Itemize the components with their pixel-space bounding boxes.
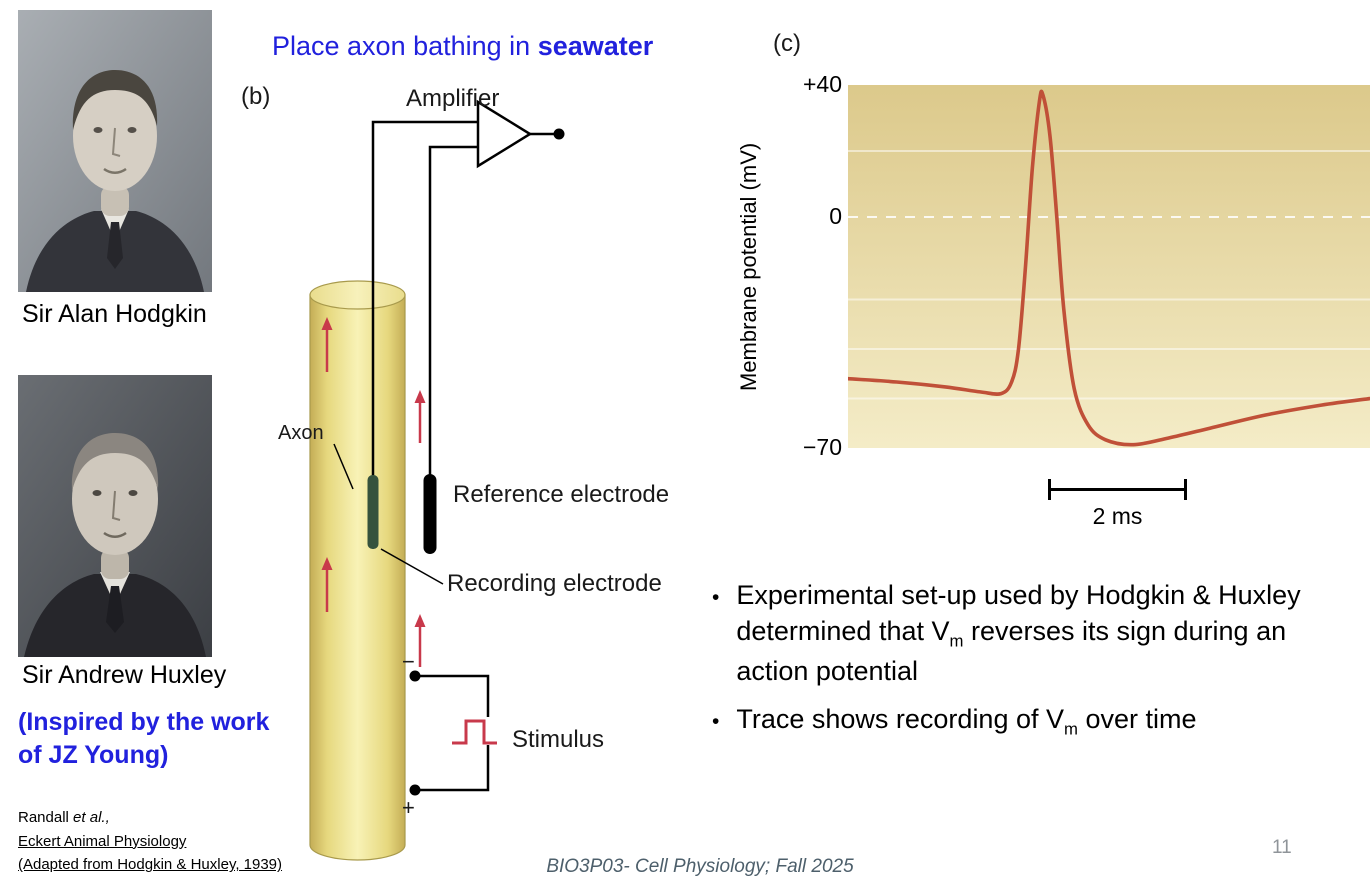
recording-electrode-label: Recording electrode bbox=[447, 570, 662, 597]
axon-cylinder bbox=[309, 294, 406, 861]
up-arrow-icon bbox=[321, 317, 333, 330]
huxley-portrait-photo bbox=[18, 375, 212, 657]
scale-bar-label: 2 ms bbox=[1092, 503, 1143, 529]
y-axis-label: Membrane potential (mV) bbox=[736, 142, 761, 391]
scale-bar-line bbox=[1051, 488, 1184, 491]
y-tick-label: 0 bbox=[829, 203, 842, 229]
inspired-note: (Inspired by the work of JZ Young) bbox=[18, 708, 270, 769]
reference-electrode bbox=[423, 474, 437, 554]
bullet-item: • Trace shows recording of Vm over time bbox=[712, 701, 1362, 741]
y-tick-label: −70 bbox=[802, 434, 842, 460]
up-arrow-icon bbox=[321, 557, 333, 570]
slide-title-bold-word: seawater bbox=[537, 31, 654, 61]
citation-line-2: Eckert Animal Physiology bbox=[18, 832, 187, 850]
stimulus-circuit bbox=[409, 670, 497, 796]
y-tick-label: +40 bbox=[802, 71, 842, 97]
slide-title-text: Place axon bathing in bbox=[272, 31, 538, 61]
amplifier-label: Amplifier bbox=[406, 85, 500, 112]
slide-title: Place axon bathing in seawater bbox=[272, 31, 653, 62]
hodgkin-portrait-photo bbox=[18, 10, 212, 292]
plus-terminal-label: + bbox=[402, 795, 415, 820]
time-scale-bar: 2 ms bbox=[1048, 479, 1187, 529]
plus-terminal-dot bbox=[409, 784, 421, 796]
membrane-potential-trace bbox=[848, 89, 1370, 447]
panel-label-c: (c) bbox=[773, 30, 801, 57]
axon-pointer-line bbox=[333, 443, 354, 490]
citation-et-al: et al., bbox=[73, 809, 110, 826]
citation-line-1: Randall et al., bbox=[18, 809, 110, 826]
axon-top-opening bbox=[309, 280, 406, 310]
panel-label-b: (b) bbox=[241, 83, 271, 110]
minus-terminal-label: − bbox=[402, 649, 415, 674]
source-citation: Randall et al., Eckert Animal Physiology… bbox=[18, 806, 282, 877]
huxley-portrait-image bbox=[18, 375, 212, 657]
up-arrow-icon bbox=[414, 614, 426, 627]
action-potential-plot bbox=[848, 85, 1370, 448]
recording-pointer-line bbox=[380, 548, 444, 585]
bullet-text: Trace shows recording of Vm over time bbox=[736, 704, 1197, 739]
reference-electrode-label: Reference electrode bbox=[453, 481, 670, 508]
bullet-text: Experimental set-up used by Hodgkin & Hu… bbox=[736, 580, 1301, 686]
bullet-item: • Experimental set-up used by Hodgkin & … bbox=[712, 577, 1362, 689]
recording-electrode bbox=[367, 475, 379, 549]
stimulus-label: Stimulus bbox=[512, 726, 605, 753]
bullet-list: • Experimental set-up used by Hodgkin & … bbox=[712, 577, 1362, 753]
bullet-dot: • bbox=[712, 586, 720, 609]
bullet-dot: • bbox=[712, 710, 720, 734]
subscript-m: m bbox=[1064, 719, 1078, 739]
current-flow-arrows bbox=[321, 317, 426, 667]
reference-electrode-wire bbox=[428, 145, 478, 477]
recording-electrode-wire bbox=[371, 120, 478, 477]
hodgkin-portrait-image bbox=[18, 10, 212, 292]
citation-line-3: (Adapted from Hodgkin & Huxley, 1939) bbox=[18, 856, 283, 874]
subscript-m: m bbox=[949, 631, 964, 651]
course-footer: BIO3P03- Cell Physiology; Fall 2025 bbox=[546, 856, 854, 877]
page-number: 11 bbox=[1272, 837, 1292, 858]
huxley-caption: Sir Andrew Huxley bbox=[22, 661, 227, 689]
axon-label: Axon bbox=[278, 422, 324, 444]
hodgkin-caption: Sir Alan Hodgkin bbox=[22, 300, 207, 328]
up-arrow-icon bbox=[414, 390, 426, 403]
stimulus-pulse-icon bbox=[452, 719, 497, 745]
